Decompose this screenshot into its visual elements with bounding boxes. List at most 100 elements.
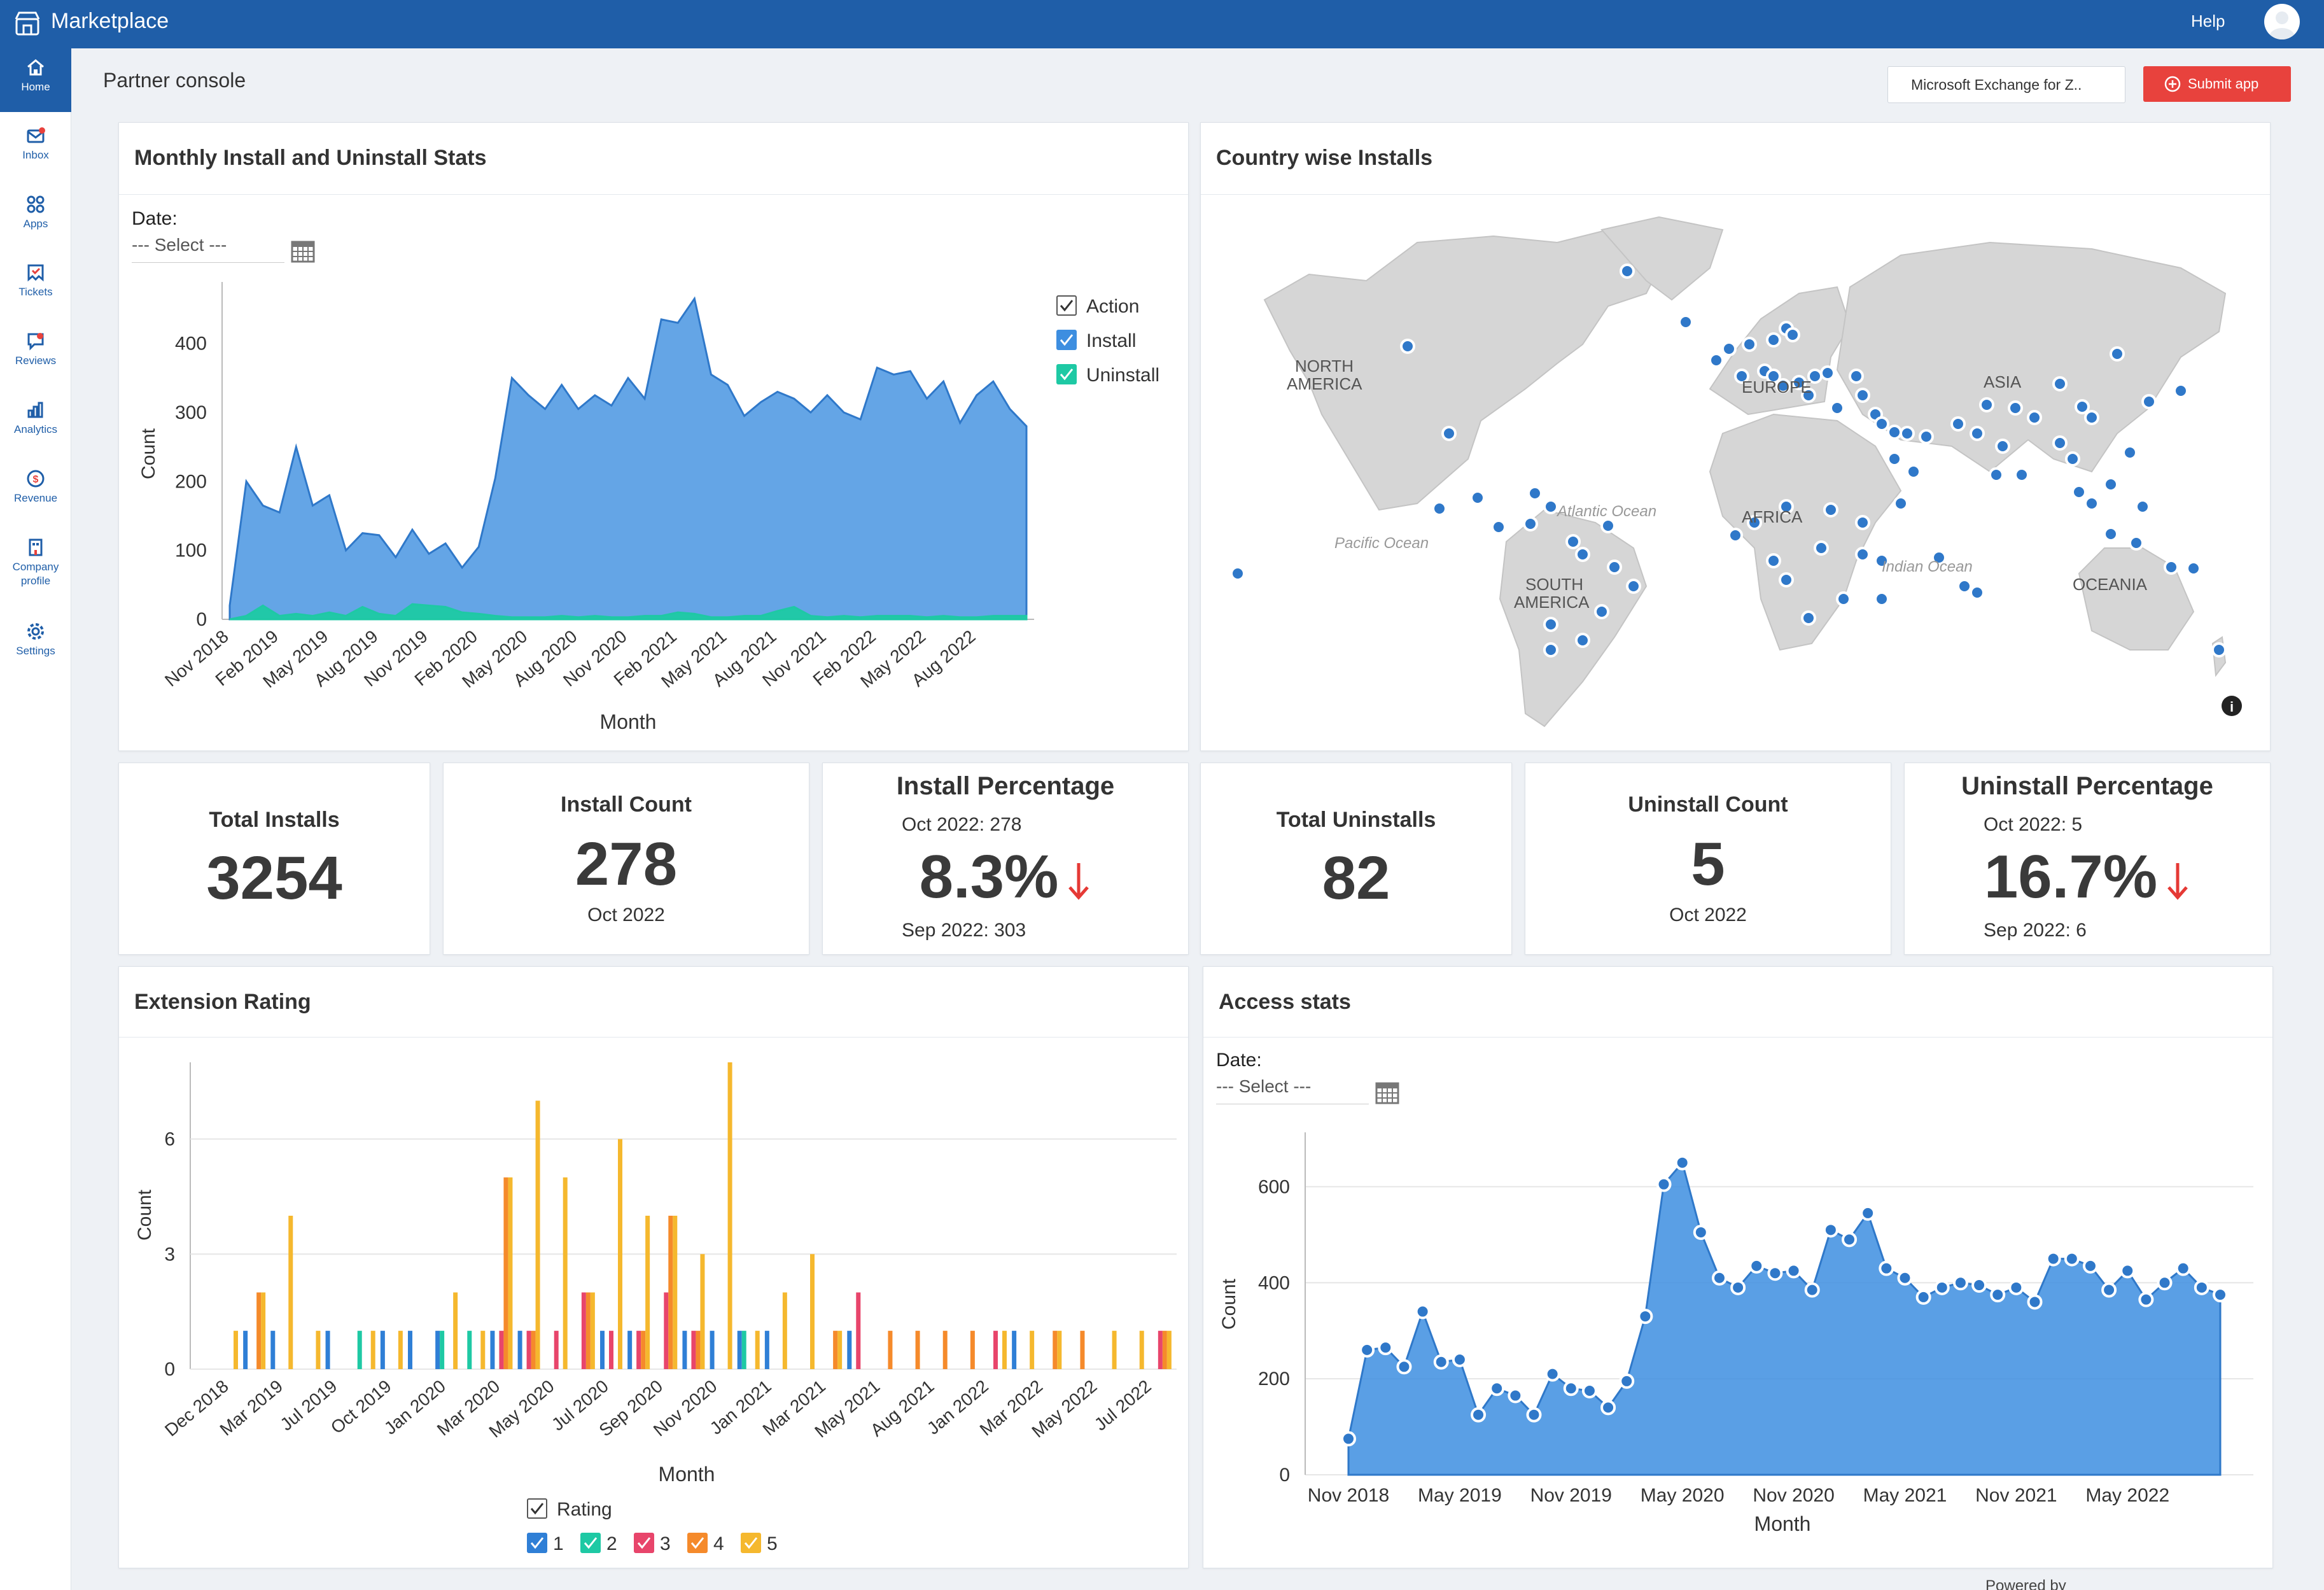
legend-checkbox-4[interactable] xyxy=(687,1533,708,1553)
sidebar-item-settings[interactable]: Settings xyxy=(0,612,71,676)
series-area-access xyxy=(1347,1160,2222,1476)
sidebar-item-company-profile[interactable]: Company profile xyxy=(0,528,71,605)
sidebar-item-label: Apps xyxy=(23,218,48,230)
bar-rating-1 xyxy=(325,1330,330,1369)
sidebar-item-reviews[interactable]: Reviews xyxy=(0,322,71,386)
north-america-shape xyxy=(1263,229,1660,511)
data-point xyxy=(1749,1258,1765,1274)
legend-checkbox-3[interactable] xyxy=(634,1533,654,1553)
bar-rating-1 xyxy=(847,1330,852,1369)
map-label-atlantic: Atlantic Ocean xyxy=(1556,503,1656,520)
map-marker xyxy=(2008,400,2023,416)
checkbox-box xyxy=(741,1533,761,1553)
user-icon xyxy=(2269,11,2295,39)
bar-rating-1 xyxy=(764,1330,769,1369)
page-title: Partner console xyxy=(103,69,246,92)
data-point xyxy=(1619,1373,1635,1389)
bar-rating-4 xyxy=(531,1330,536,1369)
stat-previous: Sep 2022: 303 xyxy=(902,920,1026,941)
sidebar-item-inbox[interactable]: Inbox xyxy=(0,116,71,180)
bar-rating-5 xyxy=(645,1216,650,1369)
calendar-icon[interactable] xyxy=(290,237,316,264)
data-point xyxy=(2120,1263,2136,1279)
map-marker xyxy=(2084,496,2099,511)
map-marker xyxy=(1709,353,1724,368)
bar-rating-5 xyxy=(618,1139,622,1369)
info-icon[interactable]: i xyxy=(2222,696,2242,716)
check-icon xyxy=(637,1537,651,1549)
sidebar-item-analytics[interactable]: Analytics xyxy=(0,391,71,454)
date-select-input[interactable]: --- Select --- xyxy=(1216,1076,1369,1104)
extension-select[interactable]: Microsoft Exchange for Z.. xyxy=(1887,66,2125,103)
sidebar-item-home[interactable]: Home xyxy=(0,48,71,112)
bar-rating-5 xyxy=(700,1254,705,1369)
map-marker xyxy=(1575,547,1590,562)
data-point xyxy=(1656,1176,1672,1192)
bar-rating-5 xyxy=(837,1330,843,1369)
legend-checkbox-5[interactable] xyxy=(741,1533,761,1553)
bar-rating-4 xyxy=(915,1330,920,1369)
data-point xyxy=(1674,1155,1690,1171)
bar-rating-1 xyxy=(490,1330,495,1369)
map-marker xyxy=(2052,435,2068,451)
legend-checkbox-1[interactable] xyxy=(527,1533,547,1553)
stat-previous: Sep 2022: 6 xyxy=(1984,920,2087,941)
date-select-input[interactable]: --- Select --- xyxy=(132,235,284,263)
bar-rating-5 xyxy=(673,1216,678,1369)
map-marker xyxy=(1830,400,1845,416)
powered-by: Powered by xyxy=(1985,1577,2066,1590)
data-point xyxy=(1952,1275,1968,1291)
bar-rating-5 xyxy=(316,1330,321,1369)
legend-checkbox-action[interactable] xyxy=(1056,295,1077,316)
world-map[interactable]: NORTH AMERICA SOUTH AMERICA EUROPE AFRIC… xyxy=(1226,204,2244,745)
map-marker xyxy=(1742,337,1757,352)
x-tick-label: May 2021 xyxy=(1863,1485,1947,1506)
bar-rating-5 xyxy=(810,1254,815,1369)
legend-label: 5 xyxy=(767,1533,778,1554)
checkbox-box xyxy=(527,1498,547,1519)
stat-value: 5 xyxy=(1691,830,1725,898)
avatar[interactable] xyxy=(2264,4,2300,39)
help-link[interactable]: Help xyxy=(2191,11,2225,31)
legend-checkbox-rating[interactable] xyxy=(527,1498,547,1519)
bar-rating-4 xyxy=(833,1330,838,1369)
bar-rating-5 xyxy=(1002,1330,1007,1369)
bar-rating-3 xyxy=(1158,1330,1163,1369)
date-label: Date: xyxy=(132,208,178,229)
bar-rating-1 xyxy=(408,1330,412,1369)
bar-rating-1 xyxy=(1012,1330,1017,1369)
y-tick-label: 0 xyxy=(1279,1465,1290,1486)
map-marker xyxy=(2141,394,2157,409)
stat-label: Total Uninstalls xyxy=(1276,808,1436,832)
legend-checkbox-uninstall[interactable] xyxy=(1056,364,1077,384)
check-icon xyxy=(744,1537,758,1549)
data-point xyxy=(1433,1354,1449,1370)
bar-rating-4 xyxy=(1162,1330,1167,1369)
sidebar-item-apps[interactable]: Apps xyxy=(0,185,71,249)
bar-rating-5 xyxy=(1139,1330,1144,1369)
legend-checkbox-2[interactable] xyxy=(580,1533,601,1553)
map-marker xyxy=(1950,416,1966,432)
checkbox-box xyxy=(1056,364,1077,384)
bar-rating-5 xyxy=(1112,1330,1117,1369)
settings-icon xyxy=(27,623,44,640)
map-marker xyxy=(2014,467,2029,482)
checkbox-box xyxy=(634,1533,654,1553)
panel-title: Access stats xyxy=(1219,990,1351,1014)
y-axis-title: Count xyxy=(138,428,159,479)
submit-app-button[interactable]: Submit app xyxy=(2143,66,2291,102)
svg-text:i: i xyxy=(2230,699,2234,715)
map-marker xyxy=(1995,439,2010,454)
sidebar-item-revenue[interactable]: $ Revenue xyxy=(0,460,71,523)
checkbox-box xyxy=(687,1533,708,1553)
map-label-america: AMERICA xyxy=(1287,374,1362,393)
data-point xyxy=(1767,1265,1783,1281)
calendar-icon[interactable] xyxy=(1374,1079,1401,1106)
stat-period: Oct 2022 xyxy=(587,904,665,925)
data-point xyxy=(1879,1260,1894,1276)
x-axis-title: Month xyxy=(659,1463,715,1486)
trend-down-icon xyxy=(2167,863,2188,900)
map-marker xyxy=(1874,553,1889,568)
sidebar-item-tickets[interactable]: Tickets xyxy=(0,253,71,317)
legend-checkbox-install[interactable] xyxy=(1056,330,1077,350)
